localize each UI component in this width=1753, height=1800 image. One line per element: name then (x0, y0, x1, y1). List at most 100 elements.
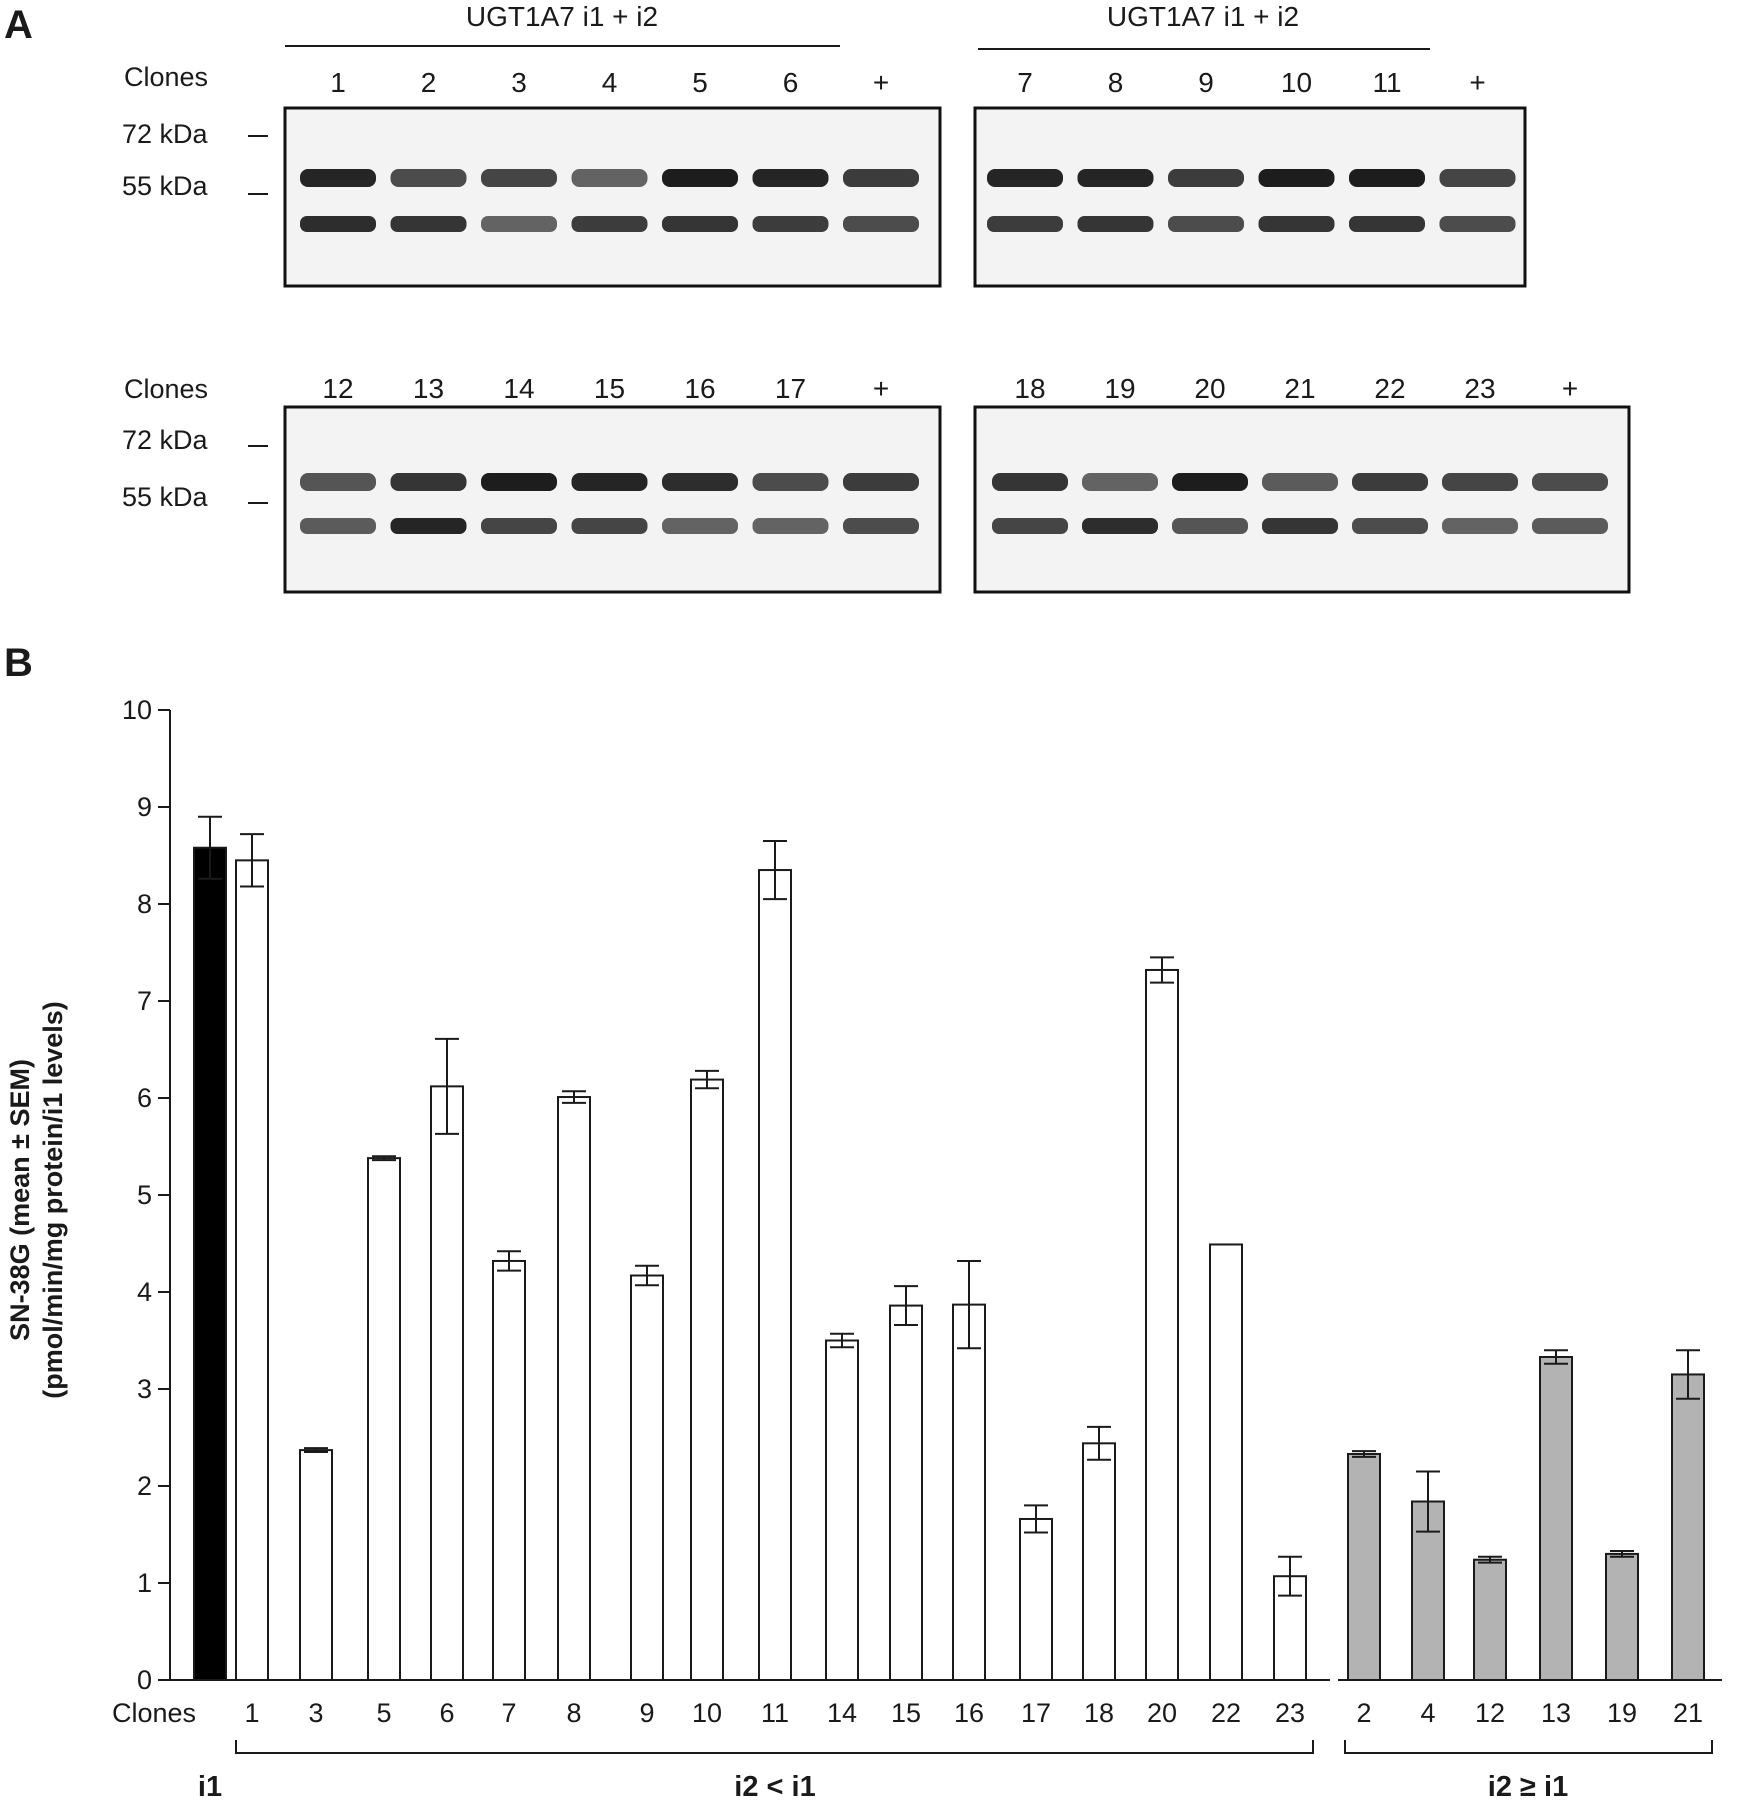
lower-band (992, 518, 1068, 534)
y-tick-label: 9 (137, 792, 152, 822)
upper-band (843, 169, 919, 187)
lane-label: + (1469, 67, 1485, 98)
upper-band (843, 473, 919, 491)
panel-b-letter: B (4, 641, 33, 685)
lane-label: 5 (692, 67, 708, 98)
group-label: i2 ≥ i1 (1488, 1771, 1568, 1800)
bar (690, 1078, 724, 1681)
group-label: i2 < i1 (734, 1771, 815, 1800)
lane-label: 17 (775, 373, 806, 404)
bracket-i2-ge-i1 (1344, 1740, 1713, 1754)
lane-label: 2 (421, 67, 437, 98)
bar (299, 1449, 333, 1681)
upper-band (390, 473, 467, 491)
bar (1347, 1452, 1381, 1681)
lower-band (390, 216, 467, 232)
lower-band (1168, 216, 1244, 232)
x-tick-label: 17 (1021, 1698, 1051, 1728)
blot-frame (973, 405, 1631, 594)
lane-label: 22 (1374, 373, 1405, 404)
upper-band (1077, 169, 1154, 187)
series-1 (193, 815, 227, 1681)
upper-band (481, 473, 557, 491)
lane-label: 10 (1281, 67, 1312, 98)
bar (1082, 1442, 1116, 1681)
x-tick-label: 20 (1147, 1698, 1177, 1728)
group-label-i1: i1 (198, 1771, 222, 1800)
lower-band (752, 216, 829, 232)
bar (1605, 1552, 1639, 1682)
lane-label: 7 (1017, 67, 1033, 98)
lane-label: 9 (1198, 67, 1214, 98)
bracket-i2-lt-i1 (235, 1740, 1314, 1754)
lane-label: + (1562, 373, 1578, 404)
bar (630, 1274, 664, 1681)
marker-55-row1: 55 kDa (122, 171, 209, 201)
lower-band (1172, 518, 1248, 534)
y-tick-label: 7 (137, 986, 152, 1016)
lower-band (1077, 216, 1154, 232)
x-tick-label: 18 (1084, 1698, 1114, 1728)
x-tick-label: 21 (1673, 1698, 1703, 1728)
lower-band (481, 518, 557, 534)
lower-band (571, 518, 648, 534)
lane-label: 14 (503, 373, 534, 404)
x-tick-label: 6 (439, 1698, 454, 1728)
upper-band (662, 169, 738, 187)
lower-band (1532, 518, 1608, 534)
bar (1539, 1355, 1573, 1681)
lane-label: 16 (684, 373, 715, 404)
lower-band (987, 216, 1063, 232)
lane-label: 12 (322, 373, 353, 404)
marker-72-row2: 72 kDa (122, 425, 209, 455)
y-tick-label: 2 (137, 1471, 152, 1501)
x-tick-label: 22 (1211, 1698, 1241, 1728)
x-tick-label: 5 (376, 1698, 391, 1728)
lane-label: 18 (1014, 373, 1045, 404)
bar (758, 869, 792, 1681)
x-tick-label: 13 (1541, 1698, 1571, 1728)
lane-label: 1 (330, 67, 346, 98)
lower-band (662, 216, 738, 232)
x-tick-label: 23 (1275, 1698, 1305, 1728)
x-tick-label: 8 (566, 1698, 581, 1728)
lane-label: 21 (1284, 373, 1315, 404)
x-tick-label: 7 (501, 1698, 516, 1728)
x-tick-label: 4 (1420, 1698, 1435, 1728)
lower-band (1439, 216, 1516, 232)
lane-label: 3 (511, 67, 527, 98)
lower-band (843, 518, 919, 534)
upper-band (987, 169, 1063, 187)
bar (430, 1085, 464, 1681)
upper-band (992, 473, 1068, 491)
upper-band (752, 473, 829, 491)
blots: 1 2 3 4 5 6 +7 8 9 10 11 +12 13 14 15 16 17 +18 19 20 21 22 23… (283, 67, 1631, 594)
blot-frame (973, 106, 1527, 288)
y-tick-label: 1 (137, 1568, 152, 1598)
x-tick-label: 3 (308, 1698, 323, 1728)
bar (1019, 1517, 1053, 1681)
x-tick-label: 16 (954, 1698, 984, 1728)
x-tick-label: 11 (761, 1698, 789, 1728)
y-axis-title-line2: (pmol/min/mg protein/i1 levels) (38, 1001, 68, 1399)
lane-label: 15 (594, 373, 625, 404)
upper-band (1439, 169, 1516, 187)
upper-band (1349, 169, 1425, 187)
upper-band (1532, 473, 1608, 491)
lower-band (662, 518, 738, 534)
upper-band (1082, 473, 1158, 491)
lane-label: 4 (602, 67, 618, 98)
y-tick-label: 0 (137, 1665, 152, 1695)
lower-band (1352, 518, 1428, 534)
panel-b: B SN-38G (mean ± SEM) (pmol/min/mg prote… (4, 641, 1722, 1800)
upper-band (752, 169, 829, 187)
lower-band (1082, 518, 1158, 534)
lane-label: 19 (1104, 373, 1135, 404)
blot-2: 7 8 9 10 11 + (973, 67, 1527, 288)
lower-band (1258, 216, 1335, 232)
lane-label: + (873, 67, 889, 98)
bar (1209, 1243, 1243, 1681)
upper-band (300, 169, 376, 187)
bar (889, 1304, 923, 1681)
